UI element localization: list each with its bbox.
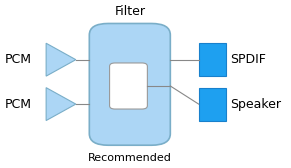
FancyBboxPatch shape [89, 24, 170, 145]
Text: PCM: PCM [4, 98, 31, 111]
Text: Speaker: Speaker [230, 98, 281, 111]
FancyBboxPatch shape [110, 63, 147, 109]
Text: PCM: PCM [4, 53, 31, 66]
Text: Filter: Filter [114, 5, 145, 18]
Polygon shape [46, 43, 76, 76]
Text: Recommended: Recommended [88, 153, 172, 163]
Text: SPDIF: SPDIF [230, 53, 266, 66]
Polygon shape [46, 88, 76, 121]
Bar [199, 88, 226, 121]
Bar [199, 43, 226, 76]
